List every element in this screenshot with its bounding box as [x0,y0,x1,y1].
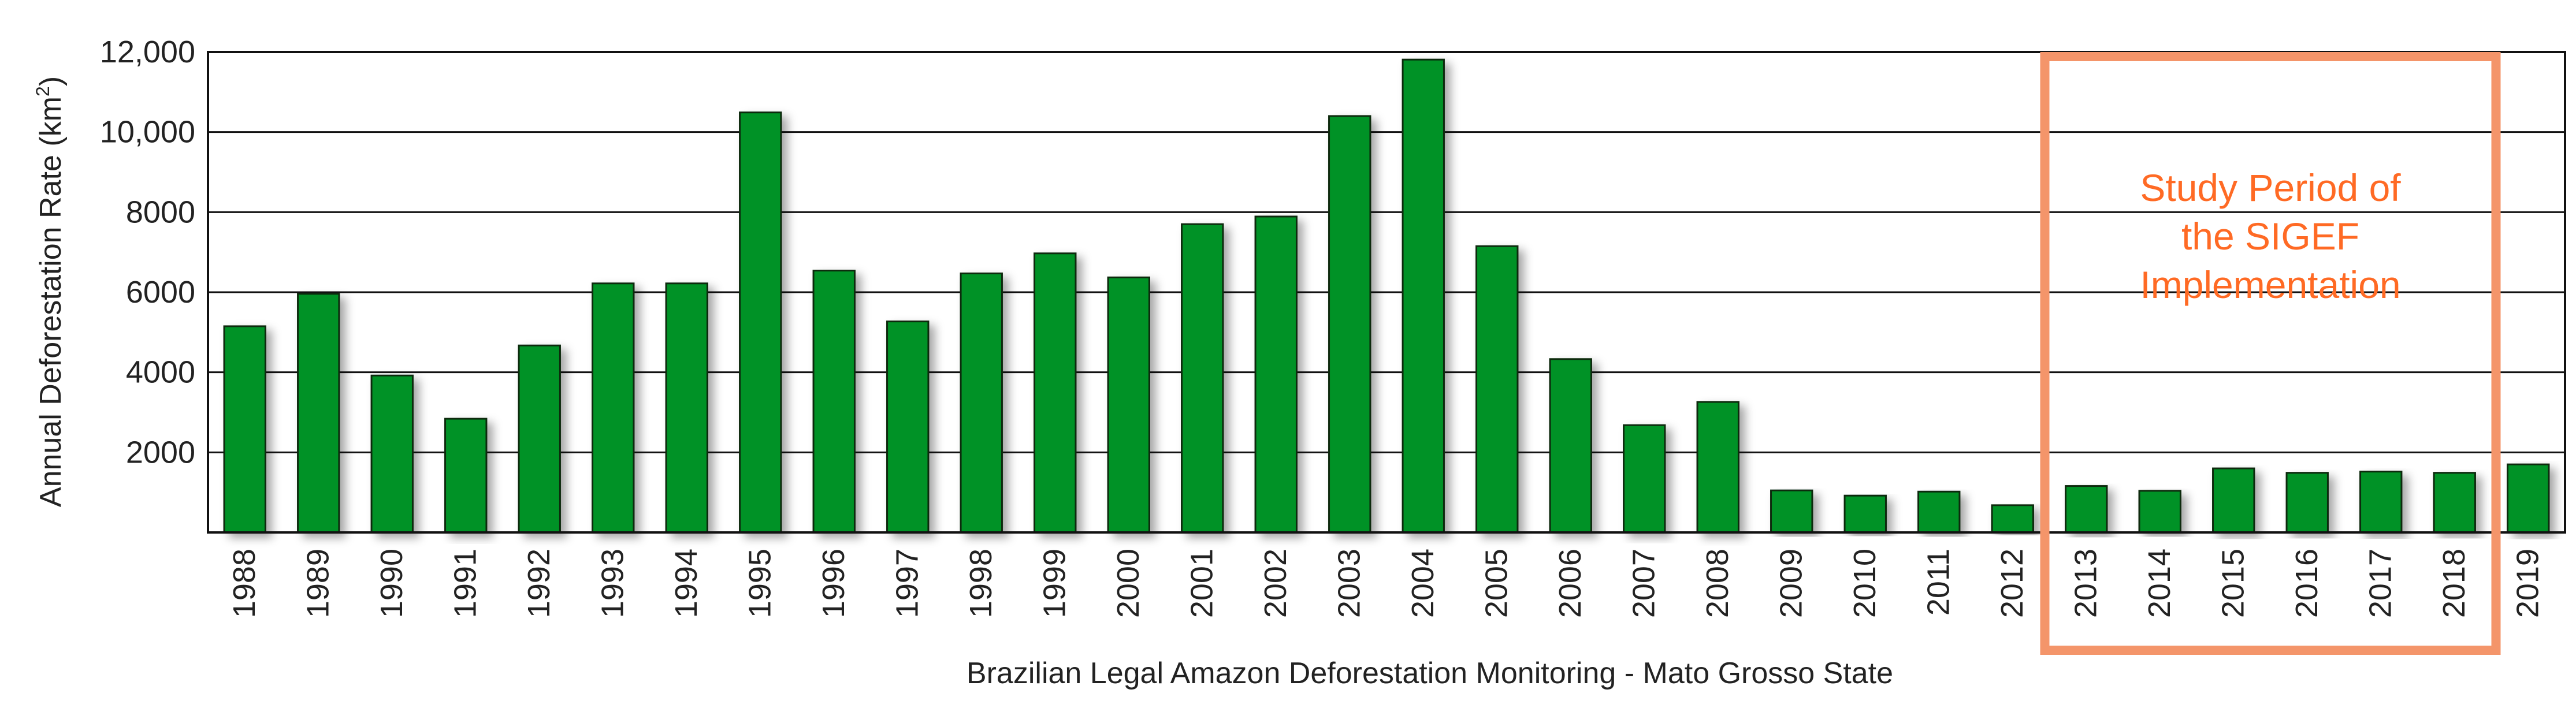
bar-1996 [812,270,856,534]
x-tick-label: 2010 [1848,549,1882,618]
x-tick-label: 2012 [1995,549,2029,618]
x-tick-label: 1991 [448,549,482,618]
x-tick-label: 1996 [816,549,851,618]
bar-1992 [518,344,561,534]
y-tick-label: 6000 [126,275,195,310]
x-tick-label: 2014 [2142,549,2177,618]
bar-2012 [1991,504,2034,534]
bar-1995 [739,111,782,534]
axes [207,51,2566,534]
bar-1989 [297,293,340,534]
x-tick-label: 2015 [2216,549,2250,618]
bar-2007 [1623,424,1666,534]
bar-2009 [1770,489,1813,534]
bar-1990 [370,374,414,534]
bar-2015 [2212,467,2255,534]
bar-1994 [665,282,708,534]
bar-2003 [1328,115,1371,534]
study-period-box [2040,52,2501,655]
bar-2013 [2065,485,2108,534]
bar-2017 [2359,471,2403,534]
y-tick-label: 4000 [126,355,195,390]
y-tick-labels: 2000 4000 6000 8000 10,000 12,000 [100,35,195,469]
bar-2011 [1917,490,1961,534]
x-tick-labels: 1988 1989 1990 1991 1992 1993 1994 1995 1996 1997… [227,549,2545,618]
x-tick-label: 2007 [1626,549,1661,618]
study-period-annotation: Study Period of the SIGEF Implementation [2040,52,2501,655]
x-tick-label: 2016 [2289,549,2324,618]
x-tick-label: 1998 [964,549,998,618]
y-tick-label: 12,000 [100,35,195,69]
x-tick-label: 2004 [1406,549,1440,618]
y-tick-label: 2000 [126,435,195,469]
x-tick-label: 1993 [595,549,630,618]
bar-2018 [2433,472,2476,534]
bar-2006 [1549,358,1592,534]
bar-2010 [1843,494,1887,534]
x-tick-label: 2011 [1921,549,1956,616]
bar-2002 [1254,215,1298,534]
x-tick-label: 1989 [300,549,335,618]
x-tick-label: 2002 [1258,549,1293,618]
x-tick-label: 2003 [1332,549,1366,618]
bar-2005 [1475,245,1519,534]
bar-2001 [1181,223,1224,534]
bar-2019 [2507,463,2550,534]
x-tick-label: 1990 [374,549,409,618]
bar-2004 [1402,58,1445,534]
x-tick-label: 1988 [227,549,262,618]
bar-1999 [1034,252,1077,534]
x-tick-label: 2009 [1774,549,1808,618]
y-tick-label: 10,000 [100,115,195,150]
x-tick-label: 2008 [1700,549,1735,618]
x-axis-title: Brazilian Legal Amazon Deforestation Mon… [967,657,1893,690]
y-tick-label: 8000 [126,195,195,229]
bar-2000 [1107,276,1150,534]
bar-2014 [2138,490,2181,534]
bars [223,58,2550,534]
study-period-label: Implementation [2140,263,2400,306]
bar-2016 [2285,472,2329,534]
x-tick-label: 1994 [669,549,704,618]
x-tick-label: 2018 [2437,549,2471,618]
bar-1997 [886,321,930,534]
bar-1991 [444,418,488,534]
x-tick-label: 2005 [1479,549,1514,618]
x-tick-label: 2017 [2363,549,2397,618]
plot-frame [207,51,2566,534]
x-tick-label: 2000 [1111,549,1146,618]
x-tick-label: 1995 [742,549,777,618]
y-axis-title: Annual Deforestation Rate (km2) [32,76,68,507]
bar-1998 [960,272,1003,534]
x-tick-label: 2006 [1553,549,1588,618]
x-tick-label: 2019 [2510,549,2545,618]
x-tick-label: 1992 [522,549,556,618]
x-tick-label: 2001 [1184,549,1219,618]
x-tick-label: 1997 [890,549,924,618]
study-period-label: Study Period of [2140,166,2401,209]
bar-1993 [592,282,635,534]
bar-1988 [223,325,266,534]
x-tick-label: 1999 [1037,549,1072,618]
study-period-label: the SIGEF [2181,215,2359,258]
bar-2008 [1696,401,1739,534]
x-tick-label: 2013 [2068,549,2103,618]
